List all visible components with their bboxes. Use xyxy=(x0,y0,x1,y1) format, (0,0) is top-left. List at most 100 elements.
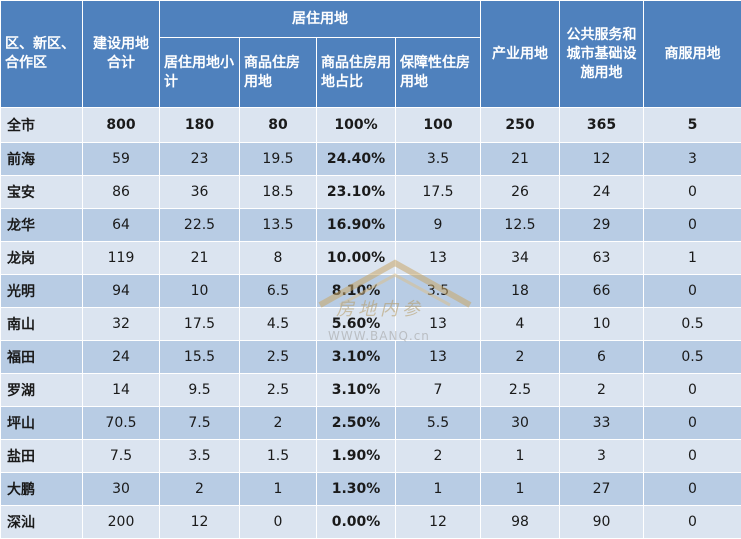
commercial-housing-cell: 1 xyxy=(240,473,317,506)
commercial-share-cell: 23.10% xyxy=(317,176,396,209)
affordable-housing-cell: 13 xyxy=(396,308,481,341)
affordable-housing-cell: 2 xyxy=(396,440,481,473)
affordable-housing-cell: 5.5 xyxy=(396,407,481,440)
commercial-housing-cell: 6.5 xyxy=(240,275,317,308)
industrial-cell: 21 xyxy=(481,143,560,176)
header-district: 区、新区、合作区 xyxy=(1,1,83,108)
industrial-cell: 30 xyxy=(481,407,560,440)
commercial-office-cell: 0 xyxy=(644,176,741,209)
total-land-cell: 24 xyxy=(83,341,160,374)
total-land-cell: 94 xyxy=(83,275,160,308)
total-land-cell: 70.5 xyxy=(83,407,160,440)
commercial-share-cell: 10.00% xyxy=(317,242,396,275)
district-cell: 罗湖 xyxy=(1,374,83,407)
commercial-office-cell: 5 xyxy=(644,108,741,143)
industrial-cell: 4 xyxy=(481,308,560,341)
affordable-housing-cell: 100 xyxy=(396,108,481,143)
public-service-cell: 10 xyxy=(560,308,644,341)
header-res-subtotal: 居住用地小计 xyxy=(160,38,240,108)
district-cell: 龙华 xyxy=(1,209,83,242)
industrial-cell: 1 xyxy=(481,440,560,473)
header-commercial-housing: 商品住房用地 xyxy=(240,38,317,108)
res-subtotal-cell: 22.5 xyxy=(160,209,240,242)
industrial-cell: 250 xyxy=(481,108,560,143)
res-subtotal-cell: 10 xyxy=(160,275,240,308)
commercial-share-cell: 0.00% xyxy=(317,506,396,539)
affordable-housing-cell: 3.5 xyxy=(396,143,481,176)
affordable-housing-cell: 12 xyxy=(396,506,481,539)
res-subtotal-cell: 180 xyxy=(160,108,240,143)
header-industrial: 产业用地 xyxy=(481,1,560,108)
district-cell: 全市 xyxy=(1,108,83,143)
commercial-housing-cell: 8 xyxy=(240,242,317,275)
total-land-cell: 86 xyxy=(83,176,160,209)
commercial-office-cell: 0 xyxy=(644,275,741,308)
commercial-share-cell: 100% xyxy=(317,108,396,143)
res-subtotal-cell: 21 xyxy=(160,242,240,275)
commercial-housing-cell: 1.5 xyxy=(240,440,317,473)
total-land-cell: 32 xyxy=(83,308,160,341)
commercial-share-cell: 8.10% xyxy=(317,275,396,308)
commercial-office-cell: 0 xyxy=(644,374,741,407)
commercial-office-cell: 0 xyxy=(644,209,741,242)
district-cell: 福田 xyxy=(1,341,83,374)
res-subtotal-cell: 36 xyxy=(160,176,240,209)
header-commercial-office: 商服用地 xyxy=(644,1,741,108)
commercial-share-cell: 3.10% xyxy=(317,374,396,407)
total-land-cell: 119 xyxy=(83,242,160,275)
public-service-cell: 66 xyxy=(560,275,644,308)
affordable-housing-cell: 1 xyxy=(396,473,481,506)
commercial-office-cell: 0 xyxy=(644,407,741,440)
industrial-cell: 12.5 xyxy=(481,209,560,242)
header-affordable-housing: 保障性住房用地 xyxy=(396,38,481,108)
district-cell: 深汕 xyxy=(1,506,83,539)
commercial-share-cell: 1.30% xyxy=(317,473,396,506)
industrial-cell: 26 xyxy=(481,176,560,209)
commercial-office-cell: 1 xyxy=(644,242,741,275)
affordable-housing-cell: 7 xyxy=(396,374,481,407)
res-subtotal-cell: 12 xyxy=(160,506,240,539)
industrial-cell: 98 xyxy=(481,506,560,539)
commercial-housing-cell: 2 xyxy=(240,407,317,440)
commercial-share-cell: 5.60% xyxy=(317,308,396,341)
district-cell: 宝安 xyxy=(1,176,83,209)
res-subtotal-cell: 15.5 xyxy=(160,341,240,374)
commercial-office-cell: 0 xyxy=(644,440,741,473)
total-land-cell: 200 xyxy=(83,506,160,539)
industrial-cell: 2.5 xyxy=(481,374,560,407)
commercial-office-cell: 0 xyxy=(644,506,741,539)
commercial-housing-cell: 18.5 xyxy=(240,176,317,209)
public-service-cell: 29 xyxy=(560,209,644,242)
commercial-housing-cell: 19.5 xyxy=(240,143,317,176)
public-service-cell: 2 xyxy=(560,374,644,407)
total-land-cell: 64 xyxy=(83,209,160,242)
res-subtotal-cell: 9.5 xyxy=(160,374,240,407)
commercial-housing-cell: 2.5 xyxy=(240,341,317,374)
res-subtotal-cell: 7.5 xyxy=(160,407,240,440)
district-cell: 大鹏 xyxy=(1,473,83,506)
industrial-cell: 1 xyxy=(481,473,560,506)
affordable-housing-cell: 3.5 xyxy=(396,275,481,308)
public-service-cell: 33 xyxy=(560,407,644,440)
public-service-cell: 6 xyxy=(560,341,644,374)
commercial-share-cell: 3.10% xyxy=(317,341,396,374)
public-service-cell: 3 xyxy=(560,440,644,473)
district-cell: 前海 xyxy=(1,143,83,176)
res-subtotal-cell: 2 xyxy=(160,473,240,506)
public-service-cell: 12 xyxy=(560,143,644,176)
affordable-housing-cell: 13 xyxy=(396,341,481,374)
commercial-share-cell: 1.90% xyxy=(317,440,396,473)
res-subtotal-cell: 23 xyxy=(160,143,240,176)
res-subtotal-cell: 3.5 xyxy=(160,440,240,473)
